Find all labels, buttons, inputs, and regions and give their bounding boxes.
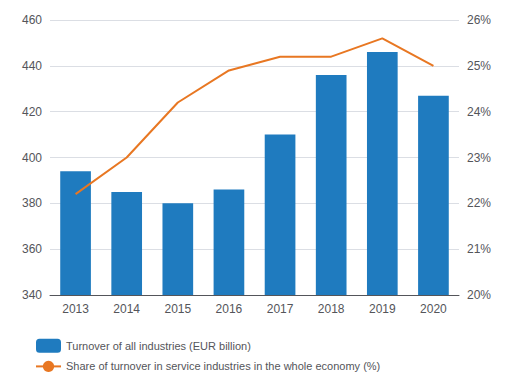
svg-text:400: 400 <box>22 151 42 165</box>
svg-text:23%: 23% <box>467 151 491 165</box>
svg-text:25%: 25% <box>467 59 491 73</box>
svg-text:2016: 2016 <box>216 302 243 316</box>
svg-text:2019: 2019 <box>369 302 396 316</box>
svg-text:20%: 20% <box>467 288 491 302</box>
svg-text:2013: 2013 <box>62 302 89 316</box>
svg-text:440: 440 <box>22 59 42 73</box>
svg-text:2020: 2020 <box>420 302 447 316</box>
svg-text:Turnover of all industries (EU: Turnover of all industries (EUR billion) <box>66 340 251 352</box>
svg-text:Share of turnover in service i: Share of turnover in service industries … <box>66 360 380 372</box>
svg-text:24%: 24% <box>467 105 491 119</box>
svg-text:340: 340 <box>22 288 42 302</box>
svg-text:2015: 2015 <box>164 302 191 316</box>
svg-text:460: 460 <box>22 13 42 27</box>
svg-text:2018: 2018 <box>318 302 345 316</box>
svg-text:2014: 2014 <box>113 302 140 316</box>
svg-text:21%: 21% <box>467 242 491 256</box>
svg-text:22%: 22% <box>467 196 491 210</box>
svg-text:360: 360 <box>22 242 42 256</box>
svg-text:420: 420 <box>22 105 42 119</box>
svg-text:380: 380 <box>22 196 42 210</box>
svg-text:26%: 26% <box>467 13 491 27</box>
svg-text:2017: 2017 <box>267 302 294 316</box>
